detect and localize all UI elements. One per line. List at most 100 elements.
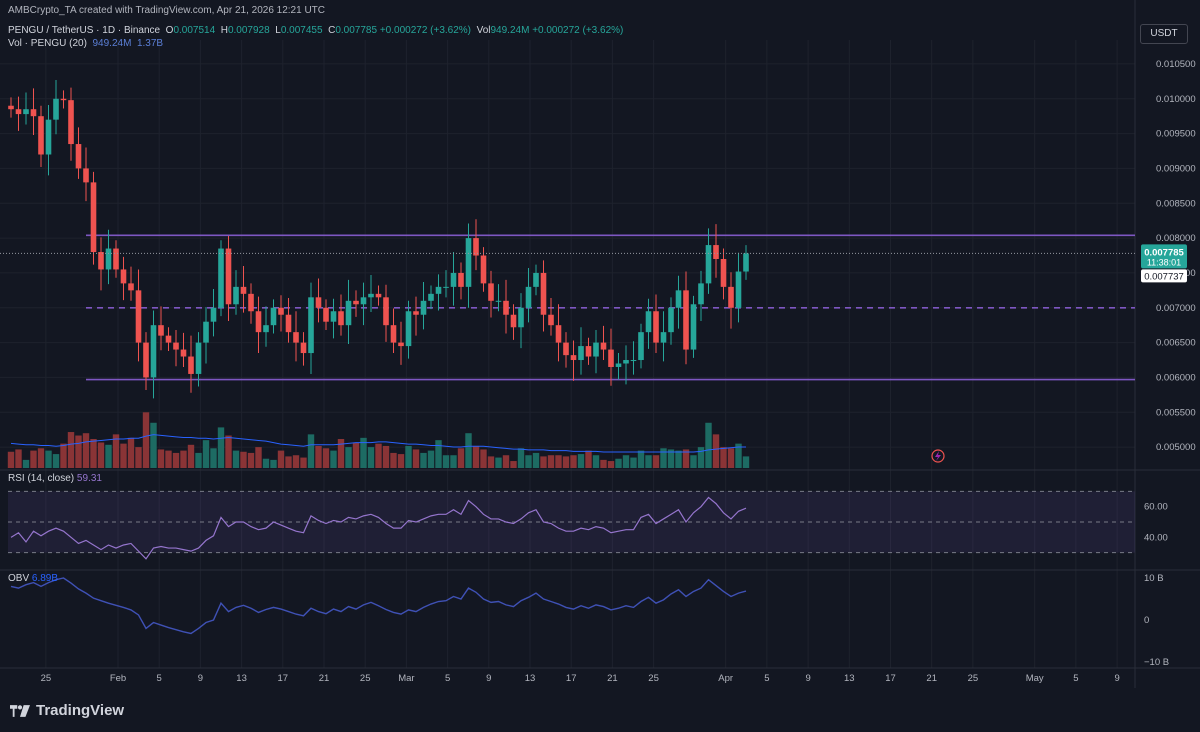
volume-bar [435, 440, 442, 468]
time-tick-label: Feb [110, 673, 126, 684]
candle-body [368, 293, 374, 298]
volume-bar [187, 444, 195, 468]
obv-tick-label: −10 B [1144, 657, 1169, 668]
volume-bar [285, 456, 292, 468]
candle-body [128, 283, 134, 291]
volume-bar [487, 456, 495, 468]
candle-body [495, 300, 502, 302]
time-tick-label: 17 [566, 673, 577, 684]
volume-bar [112, 434, 120, 468]
candle-body [675, 290, 682, 308]
candle-body [15, 109, 22, 115]
obv-legend: OBV 6.89B [8, 573, 59, 584]
time-tick-label: 25 [41, 673, 52, 684]
candle-body [735, 271, 742, 308]
price-tick-label: 0.007000 [1156, 303, 1196, 314]
time-tick-label: 13 [236, 673, 247, 684]
volume-bar [697, 447, 705, 468]
candle-body [195, 342, 202, 374]
volume-ma-value: 1.37B [136, 38, 164, 49]
footer-bar [0, 688, 1200, 732]
rsi-value: 59.31 [76, 473, 102, 484]
price-tick-label: 0.009000 [1156, 163, 1196, 174]
volume-legend: Vol · PENGU (20) 949.24M 1.37B [8, 38, 164, 49]
price-tick-label: 0.010000 [1156, 94, 1196, 105]
obv-value: 6.89B [31, 573, 59, 584]
candle-body [533, 272, 539, 287]
time-tick-label: 5 [1073, 673, 1078, 684]
candle-body [653, 311, 659, 343]
volume-bar [135, 447, 142, 468]
candle-body [390, 325, 397, 343]
alert-icon-bolt [935, 451, 941, 461]
candle-body [488, 283, 494, 301]
candle-body [240, 286, 247, 294]
ohlc-legend: PENGU / TetherUS · 1D · Binance O0.00751… [8, 25, 624, 36]
candle-body [165, 335, 172, 343]
candle-body [563, 342, 569, 356]
volume-bar [262, 458, 270, 468]
candle-body [518, 307, 524, 328]
volume-bar [510, 461, 517, 468]
candle-body [8, 105, 14, 110]
candle-body [173, 342, 179, 350]
obv-tick-label: 10 B [1144, 573, 1164, 584]
volume-bar [465, 433, 472, 468]
candle-body [698, 283, 704, 305]
candle-body [510, 314, 517, 328]
candle-body [83, 168, 89, 183]
volume-bar [90, 439, 97, 468]
volume-bar [607, 461, 615, 468]
volume-bar [360, 437, 367, 468]
candle-body [105, 248, 112, 270]
volume-bar [480, 449, 487, 468]
candle-body [428, 293, 434, 301]
volume-bar [442, 455, 450, 468]
candle-body [225, 248, 232, 305]
candles [8, 79, 749, 399]
volume-bar [382, 445, 390, 468]
volume-bar [727, 448, 735, 468]
price-tick-label: 0.006500 [1156, 338, 1196, 349]
countdown-label: 11:38:01 [1147, 257, 1181, 267]
candle-body [308, 297, 314, 354]
volume-bar [712, 434, 720, 468]
candle-body [270, 307, 277, 326]
chart-background [0, 0, 1200, 688]
volume-bar [52, 454, 60, 468]
volume-bar [457, 448, 465, 468]
volume-bar [352, 442, 360, 468]
candle-body [623, 360, 629, 364]
symbol-title[interactable]: PENGU / TetherUS · 1D · Binance [8, 25, 161, 36]
obv-tick-label: 0 [1144, 615, 1149, 626]
candle-body [480, 255, 487, 284]
candle-body [135, 290, 142, 343]
volume-bar [517, 448, 525, 468]
price-tick-label: 0.005000 [1156, 442, 1196, 453]
volume-bar [172, 452, 180, 468]
candle-body [353, 300, 359, 305]
volume-ma-line [10, 434, 746, 453]
currency-button[interactable]: USDT [1140, 24, 1188, 44]
volume-bar [592, 455, 600, 468]
time-tick-label: 9 [805, 673, 810, 684]
tradingview-logo[interactable]: TradingView [10, 702, 124, 719]
candle-body [548, 314, 554, 326]
alert-icon [931, 449, 945, 463]
candle-body [30, 109, 37, 117]
candle-body [300, 342, 307, 354]
volume-bar [37, 448, 45, 468]
candle-body [443, 286, 449, 288]
candle-body [638, 332, 644, 361]
volume-bar [720, 447, 727, 468]
candle-body [413, 311, 419, 315]
time-tick-label: 25 [648, 673, 659, 684]
candle-body [255, 311, 262, 333]
volume-bar [345, 447, 352, 468]
volume-bar [45, 450, 52, 468]
candle-body [593, 342, 599, 357]
volume-bar [682, 449, 690, 468]
volume-bar [247, 452, 255, 468]
candle-body [45, 119, 52, 155]
